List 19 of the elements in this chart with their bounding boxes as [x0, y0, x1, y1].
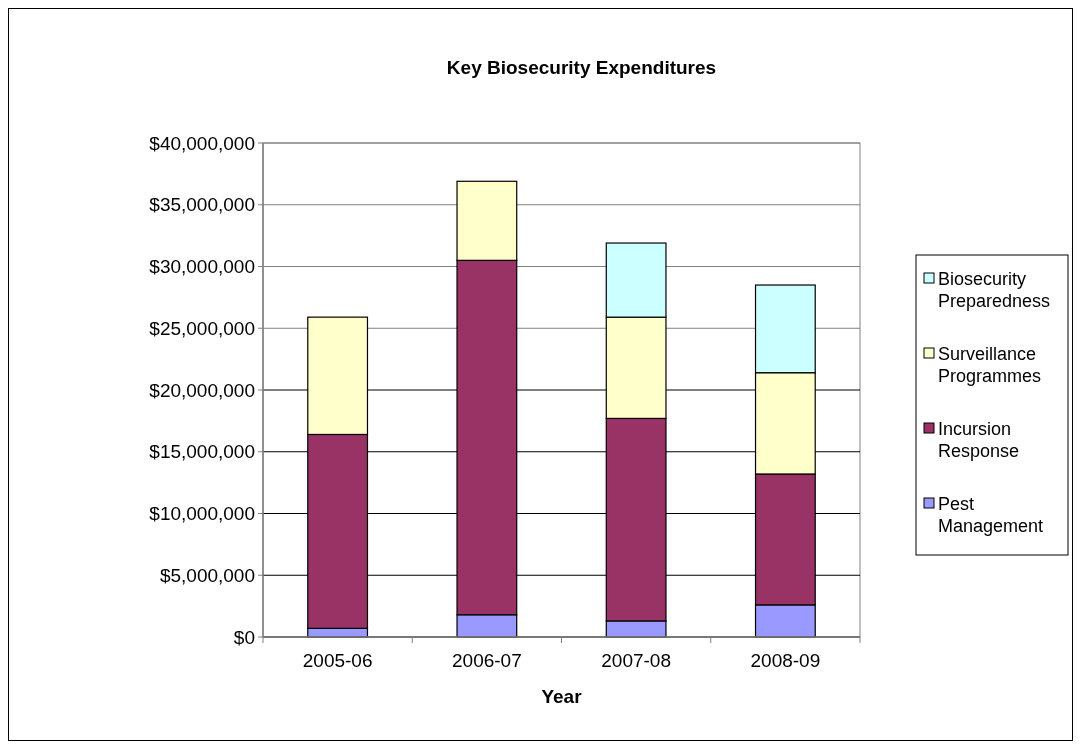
y-tick-label: $35,000,000 — [149, 194, 255, 216]
legend-label: Biosecurity Preparedness — [938, 269, 1051, 311]
x-tick-label: 2006-07 — [452, 650, 522, 671]
y-tick-label: $40,000,000 — [149, 132, 255, 154]
y-tick-label: $20,000,000 — [149, 379, 255, 401]
y-tick-label: $10,000,000 — [149, 503, 255, 525]
y-tick-label: $25,000,000 — [149, 317, 255, 339]
y-tick-label: $15,000,000 — [149, 441, 255, 463]
x-axis-title: Year — [541, 686, 583, 707]
legend-label: Pest Management — [938, 494, 1044, 536]
y-tick-label: $0 — [233, 626, 255, 648]
legend-label: Surveillance Programmes — [938, 344, 1042, 386]
x-tick-label: 2005-06 — [302, 650, 373, 671]
y-tick-label: $30,000,000 — [149, 256, 255, 278]
x-tick-label: 2007-08 — [601, 650, 671, 671]
legend-label: Incursion Response — [938, 419, 1020, 461]
chart-title: Key Biosecurity Expenditures — [446, 57, 717, 78]
x-tick-label: 2008-09 — [750, 650, 821, 671]
y-tick-label: $5,000,000 — [159, 564, 255, 586]
